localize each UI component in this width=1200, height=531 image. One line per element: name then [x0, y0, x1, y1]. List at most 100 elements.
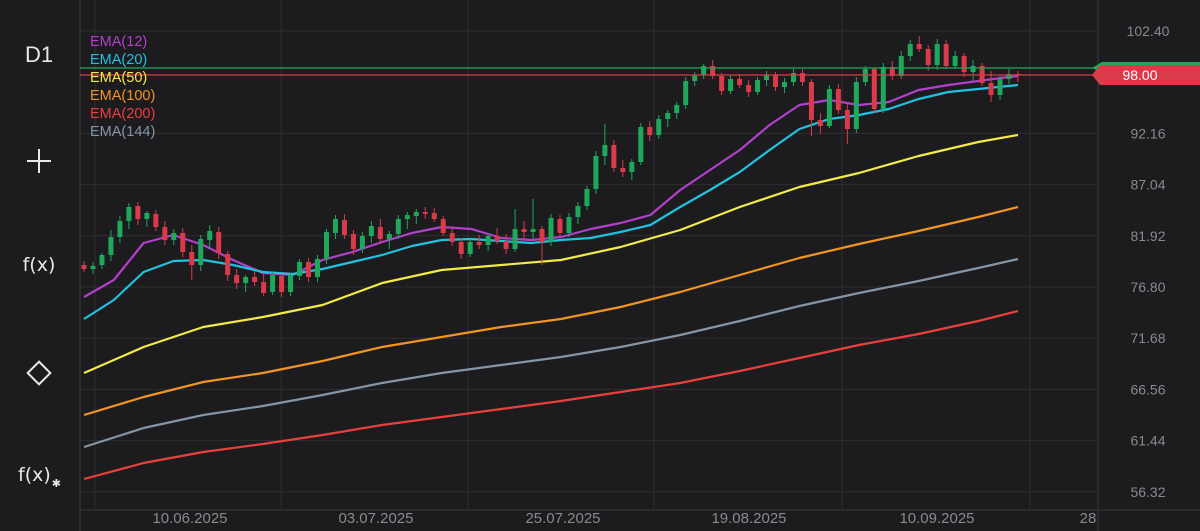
legend-item[interactable]: EMA(200) — [90, 106, 156, 122]
candle-body — [808, 82, 814, 120]
candle-body — [225, 254, 231, 275]
ema-line-ema100 — [83, 205, 1019, 417]
candle-body — [458, 242, 464, 254]
candle-body — [144, 213, 150, 219]
candle-body — [934, 44, 940, 65]
candle-body — [952, 56, 958, 66]
crosshair-icon[interactable] — [0, 146, 78, 176]
candle-body — [413, 212, 419, 216]
candle-body — [234, 275, 240, 283]
candle-body — [943, 44, 949, 66]
candle-body — [288, 275, 294, 292]
candle-body — [916, 44, 922, 49]
candle-body — [521, 229, 527, 232]
candle-body — [153, 214, 159, 227]
candle-body — [485, 236, 491, 245]
candle-body — [297, 262, 303, 276]
candle-body — [332, 219, 338, 233]
legend-item[interactable]: EMA(144) — [90, 124, 156, 140]
candle-body — [404, 215, 410, 219]
candle-body — [323, 232, 329, 259]
candle-body — [710, 66, 716, 76]
y-tick-label: 76.80 — [1130, 279, 1165, 295]
indicator-settings-button[interactable]: f(x)✱ — [0, 464, 78, 490]
candle-body — [395, 219, 401, 234]
crosshair-icon-graphic — [27, 149, 51, 173]
candle-body — [719, 76, 725, 91]
drawing-tools-icon[interactable] — [0, 358, 78, 388]
candle-body — [530, 229, 536, 232]
candle-body — [422, 212, 428, 214]
legend-item[interactable]: EMA(20) — [90, 52, 148, 68]
toolbar-sidebar: D1 f(x) f(x)✱ — [0, 0, 78, 531]
candle-body — [961, 56, 967, 72]
gear-icon: ✱ — [51, 477, 61, 490]
candle-body — [252, 277, 258, 282]
candle-body — [925, 49, 931, 65]
candle-body — [270, 275, 276, 292]
ema-line-ema20 — [83, 83, 1019, 320]
candle-body — [871, 69, 877, 109]
candle-body — [90, 266, 96, 269]
candle-body — [198, 239, 204, 265]
indicators-button[interactable]: f(x) — [22, 254, 56, 276]
y-tick-label: 66.56 — [1130, 381, 1165, 397]
candle-body — [889, 67, 895, 76]
candle-body — [180, 233, 186, 252]
candle-body — [449, 233, 455, 242]
legend-item[interactable]: EMA(50) — [90, 70, 148, 86]
y-tick-label: 56.32 — [1130, 484, 1165, 500]
y-tick-label: 61.44 — [1130, 433, 1165, 449]
legend-item[interactable]: EMA(12) — [90, 34, 148, 50]
x-tick-label: 10.09.2025 — [899, 510, 974, 527]
candle-body — [701, 66, 707, 75]
candle-body — [907, 44, 913, 56]
x-tick-label: 28 — [1080, 510, 1097, 527]
candle-body — [629, 162, 635, 172]
candle-body — [117, 221, 123, 237]
candle-body — [207, 231, 213, 240]
candle-body — [665, 113, 671, 119]
candle-body — [108, 237, 114, 255]
candle-body — [835, 89, 841, 110]
legend-item[interactable]: EMA(100) — [90, 88, 156, 104]
candle-body — [782, 82, 787, 87]
candle-body — [593, 156, 599, 189]
ema-line-ema144 — [83, 257, 1019, 449]
current-price-tag — [1092, 65, 1200, 85]
indicator-settings-label: f(x) — [18, 464, 51, 486]
candle-body — [817, 120, 823, 126]
x-tick-label: 19.08.2025 — [711, 510, 786, 527]
candle-body — [683, 81, 689, 105]
candle-body — [790, 73, 796, 82]
y-tick-label: 102.40 — [1127, 23, 1170, 39]
ema-line-ema12 — [83, 74, 1019, 298]
y-tick-label: 87.04 — [1130, 177, 1165, 193]
timeframe-selector[interactable]: D1 — [24, 42, 54, 67]
candle-body — [584, 189, 590, 206]
candle-body — [737, 79, 743, 85]
candle-body — [162, 227, 168, 240]
candle-body — [755, 80, 761, 92]
candle-body — [566, 217, 572, 233]
candle-body — [341, 220, 347, 235]
candle-body — [647, 127, 653, 135]
candle-body — [243, 277, 249, 283]
candle-body — [81, 265, 87, 269]
x-tick-label: 03.07.2025 — [338, 510, 413, 527]
candle-body — [692, 75, 698, 81]
candle-body — [359, 236, 365, 249]
candle-body — [611, 145, 617, 168]
candle-body — [844, 110, 850, 129]
candle-body — [764, 75, 770, 80]
candle-body — [279, 276, 285, 292]
candle-body — [386, 234, 392, 239]
candle-body — [440, 219, 446, 233]
candle-body — [306, 262, 312, 277]
candle-body — [997, 79, 1003, 95]
candle-body — [602, 145, 608, 156]
candle-body — [1006, 74, 1012, 79]
candle-body — [539, 229, 545, 242]
candle-body — [126, 207, 132, 221]
